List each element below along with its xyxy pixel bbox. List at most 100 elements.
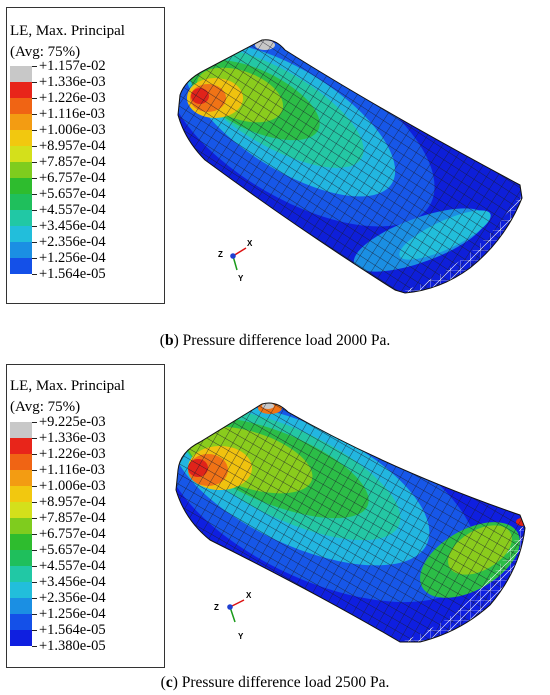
legend-title-line1: LE, Max. Principal xyxy=(10,378,125,394)
legend-swatch xyxy=(10,114,32,130)
legend-swatch xyxy=(10,534,32,550)
legend-value: +1.116e-03 xyxy=(39,462,106,478)
legend-b xyxy=(6,7,165,304)
legend-swatch xyxy=(10,242,32,258)
legend-entry: +1.116e-03 xyxy=(10,106,160,130)
caption-letter: c xyxy=(165,674,173,691)
panel-c: X Y Z LE, Max. Principal (Avg: 75%) +9.2… xyxy=(0,360,550,695)
legend-swatch xyxy=(10,582,32,598)
legend-swatch xyxy=(10,630,32,646)
legend-tick xyxy=(32,566,37,567)
legend-entry: +8.957e-04 xyxy=(10,138,160,162)
legend-value: +1.226e-03 xyxy=(39,90,106,106)
legend-swatch xyxy=(10,438,32,454)
legend-entry: +3.456e-04 xyxy=(10,218,160,242)
legend-value: +6.757e-04 xyxy=(39,526,106,542)
legend-value: +9.225e-03 xyxy=(39,414,106,430)
legend-value: +3.456e-04 xyxy=(39,574,106,590)
legend-value: +1.006e-03 xyxy=(39,478,106,494)
legend-entry: +5.657e-04 xyxy=(10,542,160,566)
legend-value: +1.380e-05 xyxy=(39,638,106,654)
legend-title-line2: (Avg: 75%) xyxy=(10,44,81,60)
triad-x-label: X xyxy=(246,591,252,600)
legend-entry: +4.557e-04 xyxy=(10,558,160,582)
legend-value: +5.657e-04 xyxy=(39,542,106,558)
legend-tick xyxy=(32,114,37,115)
legend-value: +2.356e-04 xyxy=(39,234,106,250)
legend-tick xyxy=(32,438,37,439)
legend-swatch xyxy=(10,422,32,438)
legend-tick xyxy=(32,550,37,551)
caption-b: (b) Pressure difference load 2000 Pa. xyxy=(159,332,391,349)
legend-swatch xyxy=(10,98,32,114)
triad-z-label: Z xyxy=(218,250,223,259)
legend-entry: +1.006e-03 xyxy=(10,478,160,502)
legend-tick xyxy=(32,66,37,67)
legend-value: +1.116e-03 xyxy=(39,106,106,122)
legend-value: +1.157e-02 xyxy=(39,58,106,74)
triad-x-label: X xyxy=(247,239,253,248)
legend-tick xyxy=(32,194,37,195)
legend-value: +2.356e-04 xyxy=(39,590,106,606)
legend-tick xyxy=(32,646,37,647)
legend-entry: +1.116e-03 xyxy=(10,462,160,486)
legend-swatch xyxy=(10,614,32,630)
legend-swatch xyxy=(10,130,32,146)
legend-value: +1.256e-04 xyxy=(39,250,106,266)
legend-tick xyxy=(32,274,37,275)
legend-swatch xyxy=(10,226,32,242)
legend-tick xyxy=(32,178,37,179)
legend-tick xyxy=(32,598,37,599)
legend-swatch xyxy=(10,646,32,647)
triad-y-label: Y xyxy=(238,632,244,641)
legend-title-b: LE, Max. Principal (Avg: 75%) xyxy=(10,21,125,63)
legend-value: +1.336e-03 xyxy=(39,74,106,90)
legend-tick xyxy=(32,146,37,147)
legend-entry: +1.564e-05 xyxy=(10,266,160,290)
caption-c: (c) Pressure difference load 2500 Pa. xyxy=(160,674,390,691)
legend-value: +1.336e-03 xyxy=(39,430,106,446)
legend-value: +7.857e-04 xyxy=(39,154,106,170)
coordinate-triad-c: X Y Z xyxy=(214,591,252,641)
panel-b: X Y Z LE, Max. Principal (Avg: 75%) +1.1… xyxy=(6,7,523,349)
legend-tick xyxy=(32,242,37,243)
legend-swatch xyxy=(10,178,32,194)
legend-tick xyxy=(32,502,37,503)
legend-swatch xyxy=(10,162,32,178)
legend-entry: +2.356e-04 xyxy=(10,234,160,258)
legend-swatch xyxy=(10,258,32,274)
legend-swatch xyxy=(10,194,32,210)
legend-value: +1.564e-05 xyxy=(39,622,106,638)
legend-swatch xyxy=(10,274,32,275)
legend-entry: +1.256e-04 xyxy=(10,250,160,274)
legend-entry: +1.256e-04 xyxy=(10,606,160,630)
legend-tick xyxy=(32,534,37,535)
legend-swatch xyxy=(10,486,32,502)
legend-entry: +7.857e-04 xyxy=(10,510,160,534)
legend-title-line1: LE, Max. Principal xyxy=(10,23,125,39)
legend-c xyxy=(6,364,165,668)
legend-entry: +1.157e-02 xyxy=(10,58,160,82)
legend-value: +1.564e-05 xyxy=(39,266,106,282)
legend-tick xyxy=(32,98,37,99)
legend-tick xyxy=(32,614,37,615)
legend-entry: +6.757e-04 xyxy=(10,170,160,194)
legend-value: +5.657e-04 xyxy=(39,186,106,202)
legend-swatch xyxy=(10,66,32,82)
legend-tick xyxy=(32,162,37,163)
legend-tick xyxy=(32,258,37,259)
legend-entry: +1.226e-03 xyxy=(10,90,160,114)
legend-tick xyxy=(32,82,37,83)
legend-swatch xyxy=(10,82,32,98)
legend-value: +1.006e-03 xyxy=(39,122,106,138)
caption-letter: b xyxy=(164,332,174,349)
legend-entry: +9.225e-03 xyxy=(10,414,160,438)
legend-title-line2: (Avg: 75%) xyxy=(10,399,81,415)
legend-entry: +1.336e-03 xyxy=(10,430,160,454)
legend-swatch xyxy=(10,454,32,470)
legend-tick xyxy=(32,486,37,487)
legend-entry: +6.757e-04 xyxy=(10,526,160,550)
legend-value: +6.757e-04 xyxy=(39,170,106,186)
legend-swatch xyxy=(10,470,32,486)
legend-swatch xyxy=(10,566,32,582)
